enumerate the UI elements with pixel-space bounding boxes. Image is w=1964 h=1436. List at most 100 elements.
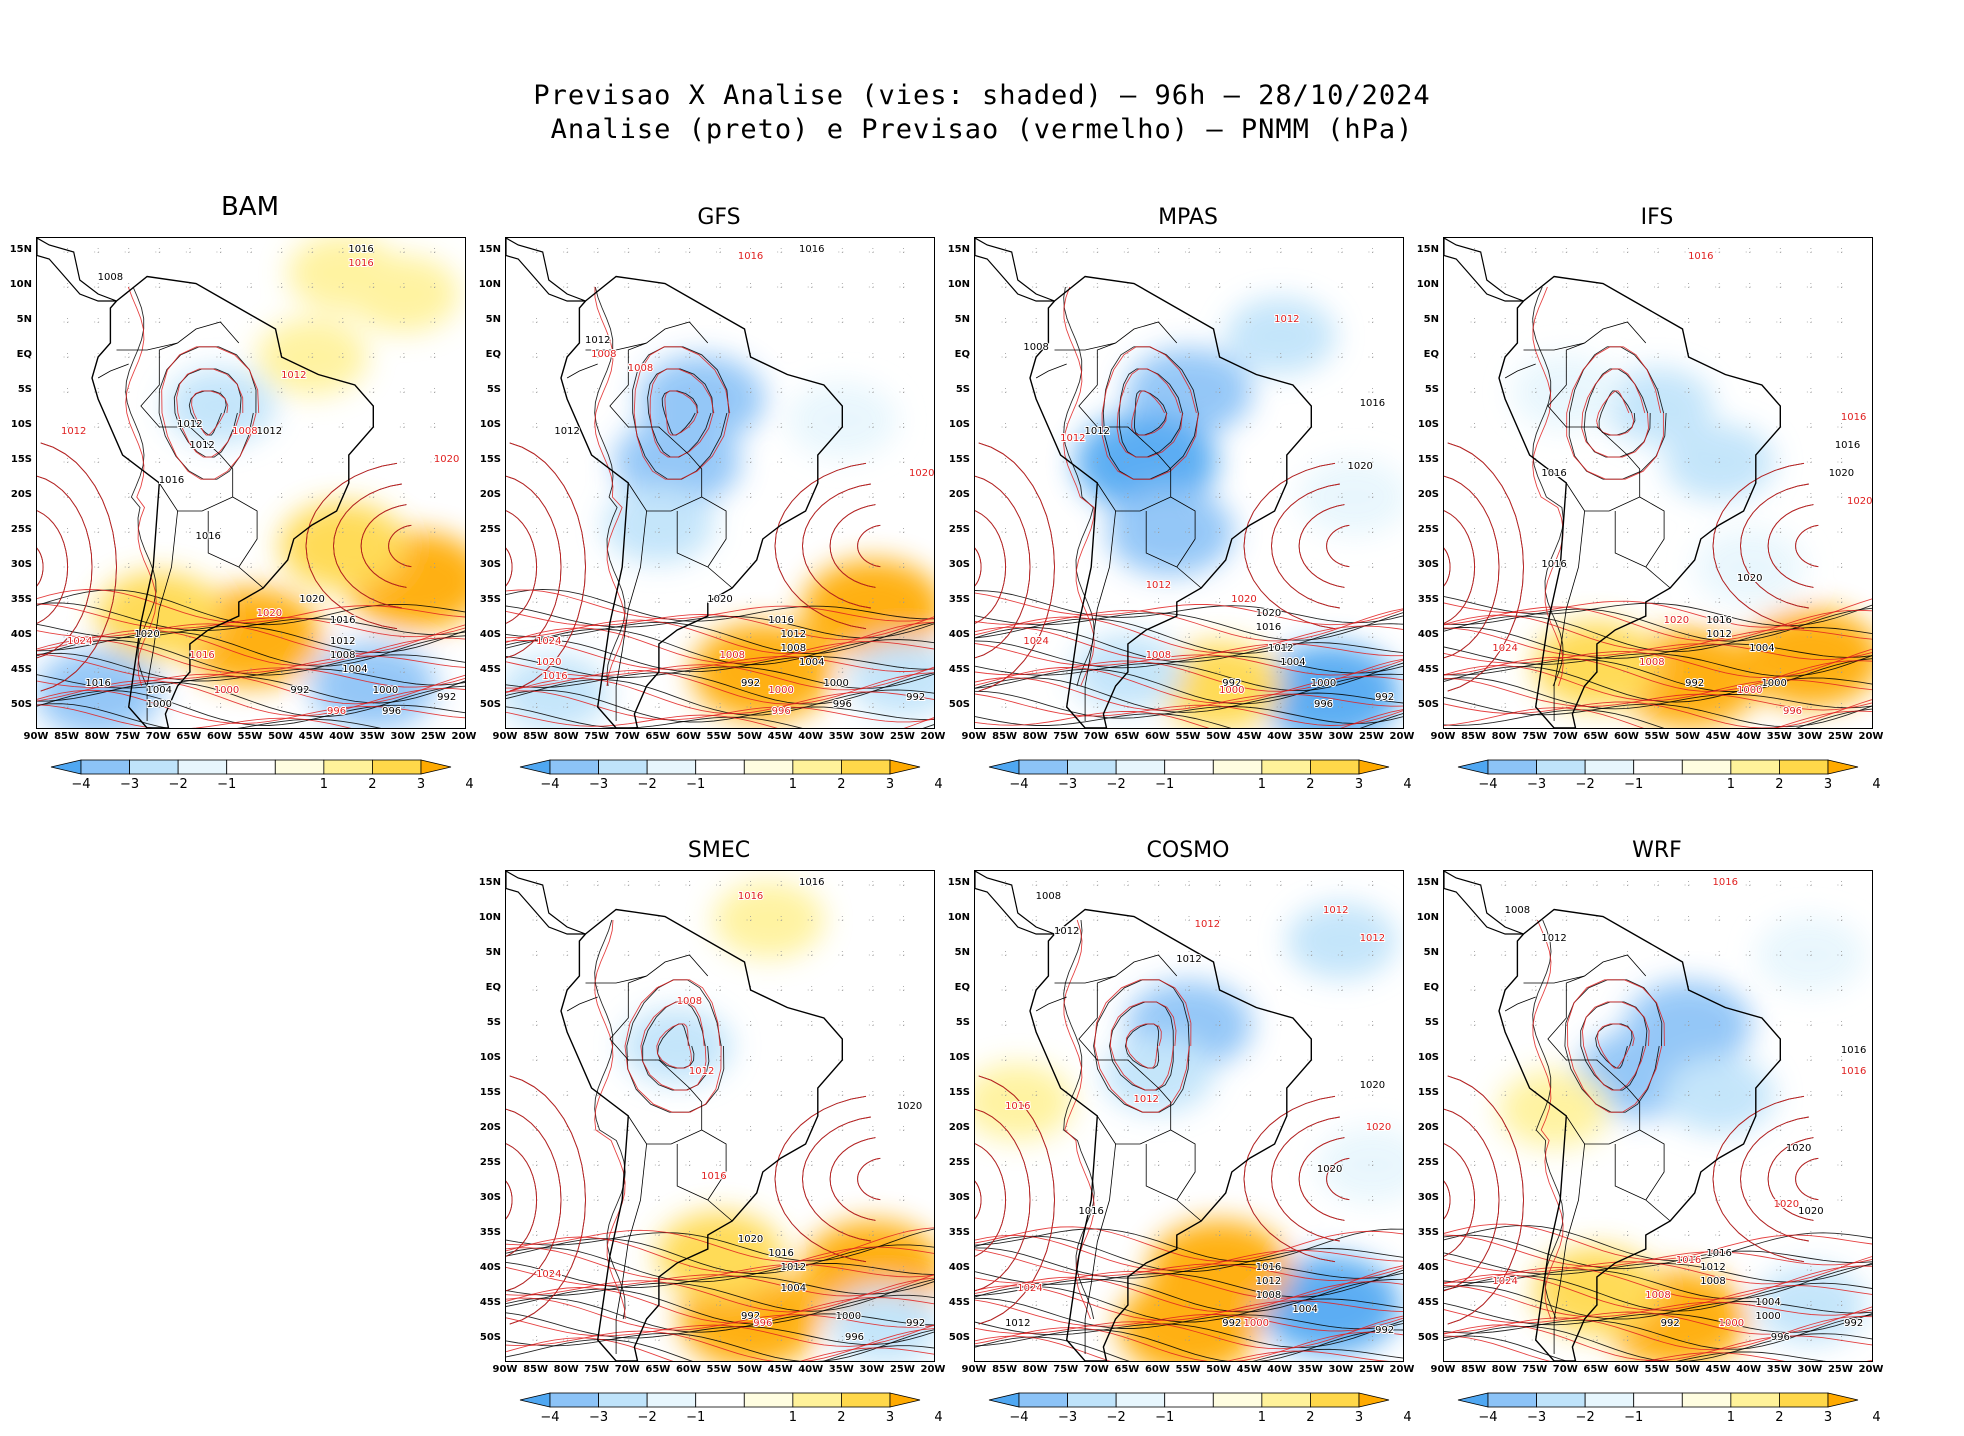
analysis-label: 1004 [147,685,172,696]
colorbar [519,759,921,775]
analysis-isobar [509,1075,586,1325]
country-border [1645,1199,1671,1222]
country-border [1145,1144,1177,1201]
analysis-isobar [1564,979,1663,1113]
grid-dots [63,248,439,711]
figure-title-line2: Analise (preto) e Previsao (vermelho) – … [550,114,1414,145]
forecast-isobar [978,442,1055,692]
lon-tick-label: 35W [1297,731,1323,742]
colorbar-segment [1827,1392,1859,1408]
forecast-isobar [975,1315,1403,1350]
analysis-isobar [173,368,242,458]
lat-tick-label: 5N [485,314,501,325]
lon-tick-label: 35W [1766,1364,1792,1375]
analysis-isobar [37,602,465,636]
lon-tick-label: 90W [1430,731,1456,742]
country-border [1176,566,1202,589]
lon-tick-label: 45W [1705,731,1731,742]
forecast-isobar [975,1234,1403,1271]
country-border [1553,510,1585,721]
lon-tick-label: 60W [675,1364,701,1375]
forecast-isobar [975,1249,1403,1282]
forecast-isobar [975,1327,1403,1361]
coastline-south-america [1498,908,1781,1361]
lon-tick-label: 80W [84,731,110,742]
colorbar-segment [50,759,82,775]
lon-tick-label: 65W [1583,731,1609,742]
colorbar-segment [792,1392,842,1408]
forecast-isobar [360,504,407,588]
analysis-label: 1012 [1268,643,1293,654]
analysis-label: 1008 [330,650,355,661]
lon-tick-label: 20W [1858,1364,1884,1375]
forecast-isobar [1712,1095,1805,1263]
lat-tick-label: 50S [479,699,501,710]
forecast-isobar [506,661,934,691]
analysis-label: 992 [1661,1318,1680,1329]
analysis-label: 992 [1844,1318,1863,1329]
bias-region [656,1212,784,1300]
lat-tick-label: 45S [479,664,501,675]
bias-region [691,622,835,722]
colorbar-segment [549,1392,599,1408]
forecast-isobar [975,510,1007,624]
lat-tick-label: 20S [10,489,32,500]
forecast-isobar [1326,1157,1350,1201]
lon-tick-label: 60W [1144,731,1170,742]
colorbar-segment [1164,759,1214,775]
lat-tick-label: 5S [17,384,32,395]
analysis-isobar [1580,1001,1648,1091]
forecast-isobar [506,690,934,723]
colorbar-segment [1310,1392,1360,1408]
bias-region [1074,412,1218,512]
lat-tick-label: 10S [948,419,970,430]
lon-tick-label: 20W [1858,731,1884,742]
analysis-label: 996 [845,1332,864,1343]
forecast-isobar [1271,483,1340,609]
forecast-isobar [1116,368,1183,458]
lon-tick-label: 85W [992,1364,1018,1375]
map-frame: 1008 1016 1020 1020 1016 1012 1004 992 1000 996 99… [974,237,1404,729]
analysis-label: 1020 [299,594,324,605]
analysis-isobar [188,390,227,436]
colorbar-segment [519,759,551,775]
analysis-label: 1012 [257,426,282,437]
bias-region [1317,1126,1403,1204]
analysis-isobar [975,1336,1403,1361]
forecast-isobar [656,1023,692,1069]
analysis-label: 992 [1375,1325,1394,1336]
lon-tick-label: 65W [1114,731,1140,742]
forecast-label: 1008 [232,426,257,437]
analysis-isobar [1532,919,1564,1320]
forecast-isobar [975,1180,982,1220]
analysis-label: 1016 [1256,1262,1281,1273]
bias-region [348,255,460,333]
colorbar-segment [695,1392,745,1408]
lat-tick-label: 40S [479,629,501,640]
lat-tick-label: 50S [948,1332,970,1343]
colorbar-segment [1457,1392,1489,1408]
lat-tick-label: EQ [1423,982,1439,993]
analysis-label: 992 [1685,678,1704,689]
lon-tick-label: 65W [645,1364,671,1375]
analysis-isobar [506,588,934,622]
analysis-label: 1020 [1737,573,1762,584]
lon-tick-label: 70W [1552,1364,1578,1375]
analysis-label: 1020 [1347,461,1372,472]
lat-tick-label: 30S [10,559,32,570]
lat-tick-label: 25S [948,1157,970,1168]
analysis-label: 1012 [1256,1276,1281,1287]
forecast-label: 1024 [1017,1283,1042,1294]
forecast-isobar [506,1328,934,1361]
analysis-label: 1016 [768,1248,793,1259]
colorbar-label: −2 [637,777,657,792]
lon-tick-label: 25W [1358,731,1384,742]
colorbar-segment [519,1392,551,1408]
lon-tick-label: 85W [54,731,80,742]
country-border [1523,342,1585,351]
forecast-isobar [1712,462,1805,630]
analysis-isobar [37,690,465,726]
lon-tick-label: 80W [1491,1364,1517,1375]
lon-tick-label: 25W [1827,1364,1853,1375]
colorbar-label: 4 [1872,777,1881,792]
